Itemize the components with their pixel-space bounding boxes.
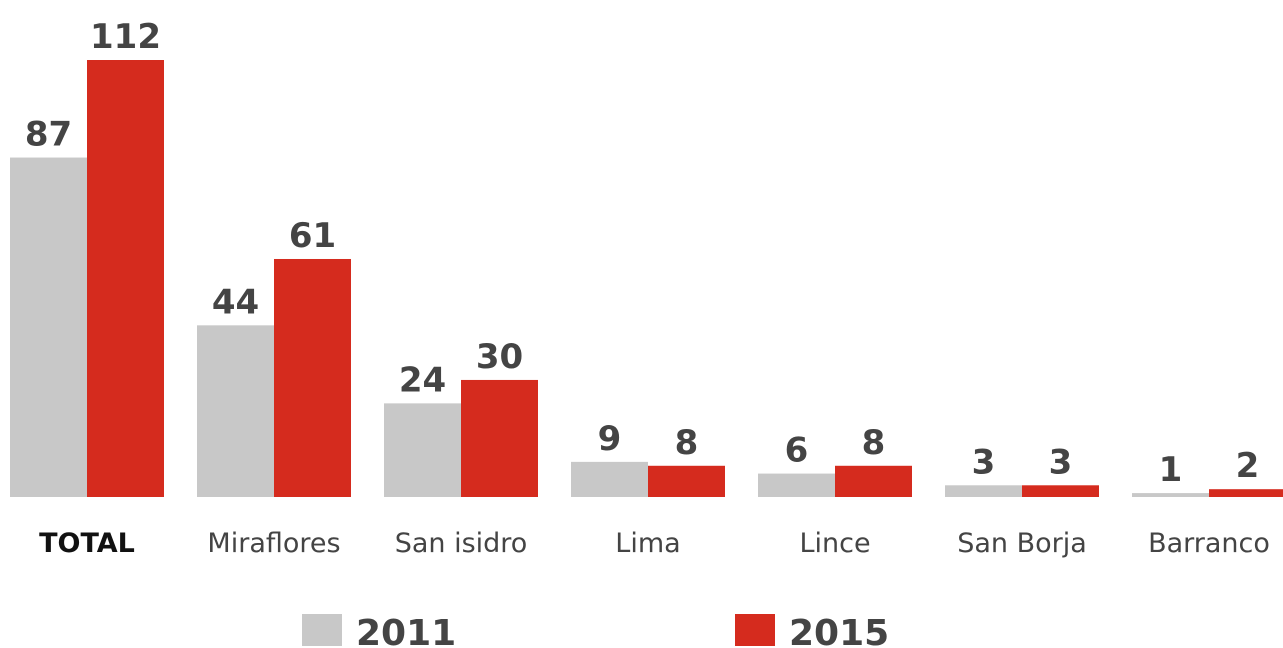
bar — [384, 403, 461, 497]
value-label: 1 — [1159, 450, 1183, 490]
bar — [461, 379, 538, 497]
value-label: 24 — [399, 360, 446, 400]
legend-label: 2011 — [356, 613, 456, 648]
value-label: 8 — [675, 423, 699, 463]
bar — [1022, 485, 1099, 497]
category-label: San isidro — [395, 528, 528, 559]
bar — [1209, 489, 1283, 497]
bar — [87, 60, 164, 497]
value-label: 61 — [289, 216, 336, 256]
bar — [197, 325, 274, 497]
category-label: Miraflores — [207, 528, 340, 559]
value-label: 87 — [25, 115, 72, 155]
value-label: 112 — [90, 17, 161, 57]
value-label: 30 — [476, 337, 523, 377]
bar — [835, 465, 912, 497]
bar — [571, 461, 648, 497]
value-label: 9 — [598, 419, 622, 459]
bar — [648, 465, 725, 497]
category-label: TOTAL — [39, 528, 135, 559]
value-label: 3 — [972, 442, 996, 482]
bar — [1132, 493, 1209, 497]
value-label: 6 — [785, 431, 809, 471]
bar — [945, 485, 1022, 497]
legend-label: 2015 — [789, 613, 889, 648]
category-label: Lima — [615, 528, 680, 559]
value-label: 3 — [1049, 442, 1073, 482]
category-label: San Borja — [957, 528, 1087, 559]
legend-swatch — [302, 614, 342, 646]
legend-swatch — [735, 614, 775, 646]
bar — [758, 473, 835, 497]
value-label: 8 — [862, 423, 886, 463]
category-label: Lince — [799, 528, 870, 559]
category-label: Barranco — [1148, 528, 1270, 559]
value-label: 44 — [212, 282, 259, 322]
value-label: 2 — [1236, 446, 1260, 486]
bar — [10, 157, 87, 497]
bar — [274, 258, 351, 497]
